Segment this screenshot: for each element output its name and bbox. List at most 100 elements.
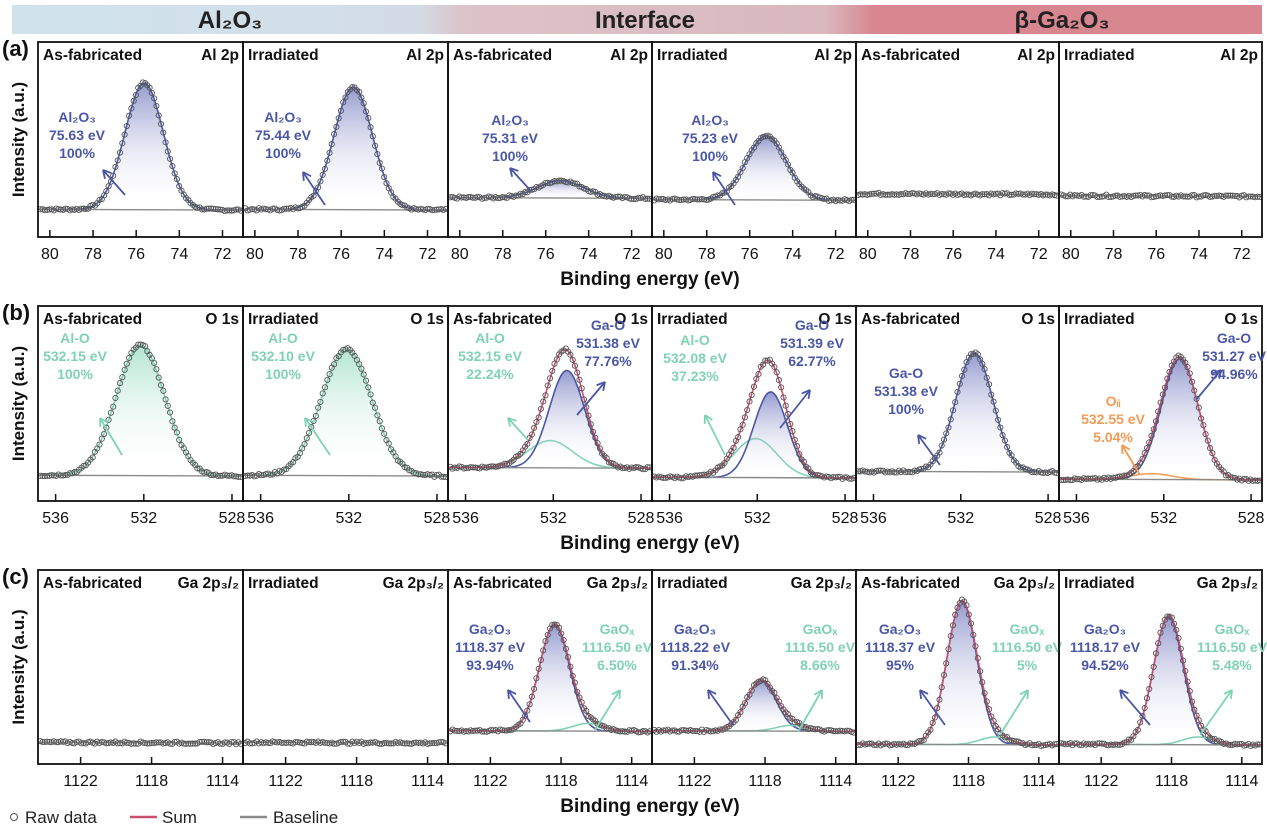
raw-data-point: [1152, 418, 1160, 425]
raw-data-point: [576, 694, 583, 701]
x-tick-label: 1122: [63, 773, 98, 790]
component-fill: [652, 680, 856, 732]
peak-name: Al-O: [475, 330, 505, 346]
raw-data-point: [1186, 370, 1193, 377]
raw-data-point: [660, 727, 667, 734]
peak-percent: 8.66%: [800, 657, 840, 673]
raw-data-point: [1083, 475, 1090, 483]
peak-annotation: Ga-O 531.27 eV 94.96%: [1195, 330, 1267, 401]
raw-data-point: [676, 196, 683, 204]
raw-data-point: [324, 376, 331, 383]
arrow-icon: [779, 389, 811, 429]
raw-data-point: [176, 436, 183, 443]
x-tick-label: 532: [947, 510, 974, 527]
row-label: (c): [2, 564, 29, 589]
raw-data-point: [689, 727, 696, 735]
raw-data-point: [1222, 192, 1229, 199]
peak-name: Al₂O₃: [58, 109, 96, 125]
x-tick-label: 72: [214, 246, 232, 263]
raw-data-point: [151, 359, 158, 367]
raw-data-point: [1191, 387, 1198, 394]
core-level: Ga 2p₃/₂: [383, 575, 445, 592]
raw-data-point: [112, 163, 119, 170]
arrow-icon: [1195, 369, 1222, 401]
peak-energy: 532.55 eV: [1081, 411, 1145, 427]
x-tick-label: 76: [537, 246, 555, 263]
raw-data-point: [171, 424, 178, 431]
raw-data-point: [544, 631, 551, 638]
arrow-head: [712, 171, 722, 177]
raw-data-point: [837, 727, 844, 734]
raw-data-point: [692, 727, 699, 734]
raw-data-point: [169, 418, 176, 425]
raw-data-point: [1114, 741, 1121, 748]
raw-data-point: [945, 646, 952, 653]
core-level: O 1s: [410, 311, 444, 328]
raw-data-point: [82, 205, 89, 213]
raw-data-point: [1085, 475, 1092, 482]
raw-data-point: [214, 206, 221, 213]
raw-data-point: [949, 622, 957, 629]
raw-data-point: [1184, 364, 1191, 371]
raw-data-point: [963, 191, 970, 198]
raw-data-point: [938, 442, 945, 449]
raw-data-point: [965, 611, 972, 618]
raw-data-point: [1254, 193, 1261, 200]
raw-data-point: [488, 463, 495, 470]
raw-data-point: [472, 727, 479, 734]
arrow-head: [99, 417, 109, 424]
peak-percent: 100%: [57, 366, 93, 382]
core-level: Al 2p: [1220, 47, 1258, 64]
raw-data-point: [1105, 193, 1112, 201]
raw-data-point: [315, 184, 322, 191]
raw-data-point: [142, 739, 149, 747]
raw-data-point: [988, 391, 995, 398]
raw-data-point: [780, 394, 787, 401]
arrow-head: [707, 689, 710, 700]
raw-data-point: [526, 186, 533, 194]
raw-data-point: [902, 469, 909, 476]
arrow-head: [1026, 689, 1029, 700]
raw-data-point: [46, 206, 53, 213]
raw-data-point: [55, 206, 62, 213]
raw-data-point: [374, 151, 381, 158]
raw-data-point: [399, 740, 406, 747]
raw-data-point: [107, 409, 114, 416]
spectrum-panel: 536 532 528 As-fabricated O 1s Al-O 532.15 eV 1…: [37, 305, 245, 527]
arrow-icon: [576, 381, 606, 416]
spectrum-panel: 1122 1118 1114 Irradiated Ga 2p₃/₂ Ga₂O₃ 1118.…: [1058, 569, 1267, 790]
raw-data-point: [537, 405, 544, 412]
raw-data-point: [424, 740, 431, 747]
raw-data-point: [1249, 477, 1257, 484]
raw-data-point: [531, 685, 538, 692]
raw-data-point: [983, 698, 990, 705]
raw-data-point: [630, 195, 637, 202]
raw-data-point: [771, 689, 778, 696]
raw-data-point: [110, 403, 117, 410]
raw-data-point: [226, 472, 233, 479]
x-tick-label: 528: [1035, 510, 1062, 527]
peak-annotation: Ga₂O₃ 1118.37 eV 95%: [865, 621, 946, 726]
raw-data-point: [310, 192, 317, 199]
raw-data-point: [319, 390, 326, 397]
raw-data-point: [501, 460, 508, 467]
raw-data-point: [1141, 449, 1148, 457]
raw-data-point: [78, 740, 85, 747]
raw-data-point: [864, 740, 871, 747]
arrow-head: [813, 689, 823, 696]
panel-frame: [1058, 41, 1263, 238]
raw-data-point: [778, 384, 785, 391]
raw-data-point: [315, 404, 322, 411]
peak-percent: 100%: [492, 148, 528, 164]
raw-data-point: [429, 207, 436, 214]
peak-percent: 37.23%: [671, 368, 719, 384]
x-tick-label: 78: [494, 246, 512, 263]
raw-data-point: [619, 465, 626, 472]
raw-data-point: [1031, 741, 1038, 748]
raw-data-point: [635, 194, 642, 201]
raw-data-point: [526, 701, 533, 708]
raw-data-point: [698, 196, 705, 203]
raw-data-point: [565, 654, 572, 661]
raw-data-point: [372, 142, 379, 149]
peak-name: Al-O: [680, 332, 710, 348]
